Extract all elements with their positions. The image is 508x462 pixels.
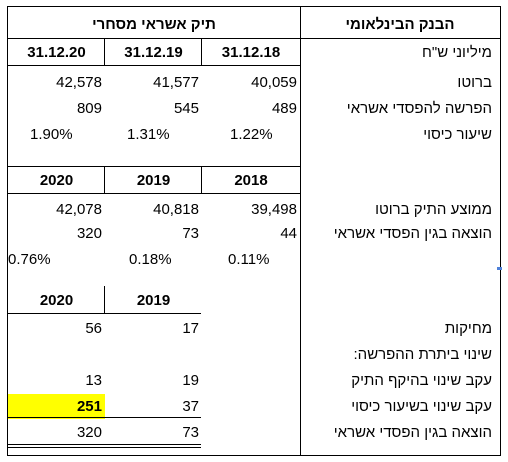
year-c-divider [104,286,105,314]
year-c-bottom-border [7,313,201,314]
total-row-double-line-1 [7,444,201,445]
date-divider-1 [104,38,105,66]
loss-ratio-2018[interactable]: 0.11% [228,251,270,268]
year-header-b-2020[interactable]: 2020 [39,172,74,189]
portfolio-title[interactable]: תיק אשראי מסחרי [92,16,216,33]
provision-2019[interactable]: 545 [173,100,199,117]
total-expense-2020[interactable]: 320 [76,424,102,441]
loss-expense-2020[interactable]: 320 [76,225,102,242]
title-row-divider [7,38,501,39]
outer-left-border [7,6,8,456]
avg-gross-2020[interactable]: 42,078 [56,201,102,218]
year-header-b-2019[interactable]: 2019 [136,172,171,189]
writeoffs-2020[interactable]: 56 [85,320,102,337]
date-header-2020[interactable]: 31.12.20 [27,44,86,61]
scroll-marker [497,267,502,270]
provision-2020[interactable]: 809 [76,100,102,117]
year-header-b-2018[interactable]: 2018 [234,172,268,189]
coverage-2020[interactable]: 1.90% [30,126,73,143]
date-header-2018[interactable]: 31.12.18 [221,44,281,61]
coverage-2018[interactable]: 1.22% [230,126,273,143]
outer-bottom-border [7,455,501,456]
date-row-divider [7,65,301,66]
gross-2019[interactable]: 41,577 [153,74,199,91]
volume-change-label[interactable]: עקב שינוי בהיקף התיק [351,372,492,389]
provision-2018[interactable]: 489 [271,100,297,117]
year-b-top-border [7,166,301,167]
volume-change-2019[interactable]: 19 [182,372,199,389]
loss-ratio-2020[interactable]: 0.76% [8,251,51,268]
total-expense-label[interactable]: הוצאה בגין הפסדי אשראי [333,424,492,441]
coverage-label[interactable]: שיעור כיסוי [423,126,492,143]
writeoffs-2019[interactable]: 17 [182,320,199,337]
provision-label[interactable]: הפרשה להפסדי אשראי [346,100,492,117]
avg-gross-label[interactable]: ממוצע התיק ברוטו [375,201,492,218]
units-label[interactable]: מיליוני ש"ח [422,44,492,61]
coverage-change-2019[interactable]: 37 [182,398,199,415]
loss-expense-label[interactable]: הוצאה בגין הפסדי אשראי [333,225,492,242]
year-header-c-2020[interactable]: 2020 [39,292,74,309]
loss-expense-2019[interactable]: 73 [182,225,199,242]
total-expense-2019[interactable]: 73 [182,424,199,441]
year-header-c-2019[interactable]: 2019 [136,292,171,309]
year-b-divider-1 [104,166,105,194]
year-b-bottom-border [7,193,301,194]
coverage-2019[interactable]: 1.31% [127,126,170,143]
outer-top-border [7,6,501,7]
avg-gross-2019[interactable]: 40,818 [153,201,199,218]
provision-change-label[interactable]: שינוי ביתרת ההפרשה: [353,346,492,363]
label-column-divider [300,6,301,456]
date-header-2019[interactable]: 31.12.19 [124,44,183,61]
coverage-change-label[interactable]: עקב שינוי בשיעור כיסוי [351,398,492,415]
coverage-change-2020-highlighted[interactable]: 251 [7,394,105,419]
avg-gross-2018[interactable]: 39,498 [251,201,297,218]
gross-2020[interactable]: 42,578 [56,74,102,91]
outer-right-border [500,6,501,456]
loss-expense-2018[interactable]: 44 [280,225,297,242]
gross-2018[interactable]: 40,059 [251,74,297,91]
loss-ratio-2019[interactable]: 0.18% [129,251,172,268]
total-row-double-line-2 [7,447,201,448]
date-divider-2 [201,38,202,66]
writeoffs-label[interactable]: מחיקות [444,320,492,337]
total-row-top-border [7,417,201,418]
volume-change-2020[interactable]: 13 [85,372,102,389]
year-b-divider-2 [201,166,202,194]
gross-label[interactable]: ברוטו [457,74,492,91]
bank-title[interactable]: הבנק הבינלאומי [345,16,455,33]
